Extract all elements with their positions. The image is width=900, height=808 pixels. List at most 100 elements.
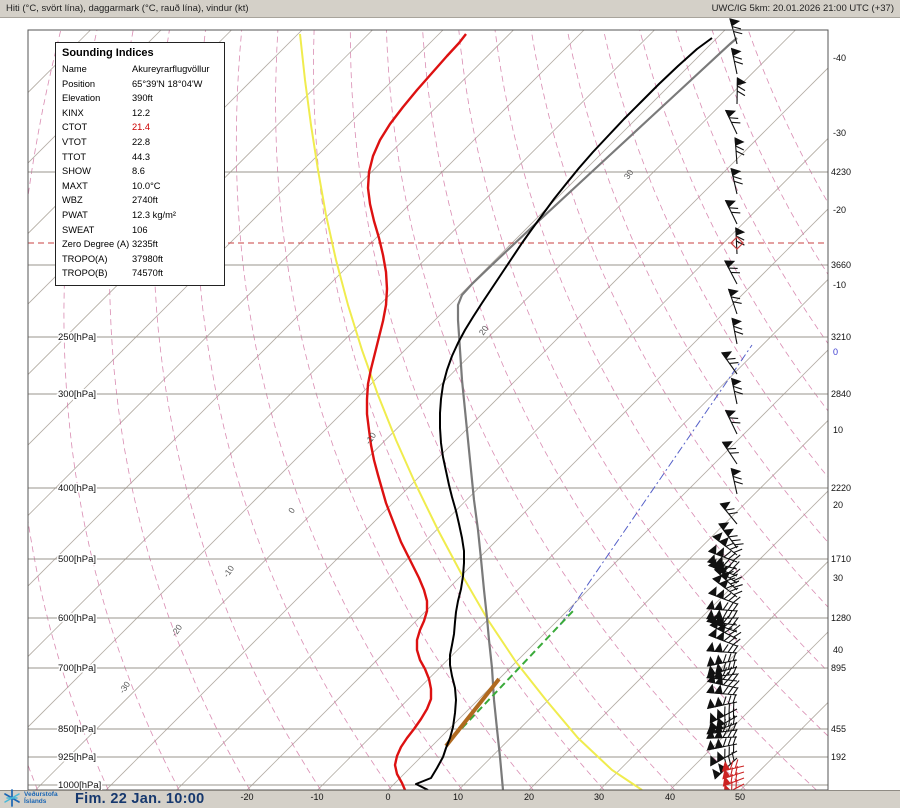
right-temp-label: -30	[833, 128, 846, 138]
wind-barb	[730, 47, 744, 75]
pressure-axis-label: 1000[hPa]	[58, 780, 101, 791]
isotherm-line	[740, 701, 828, 790]
wind-barb	[706, 652, 738, 667]
temp-axis-label: 40	[664, 792, 676, 802]
index-name: PWAT	[62, 209, 88, 220]
dry-adiabat-line	[747, 30, 828, 204]
wind-barb	[724, 409, 741, 435]
index-value: Akureyrarflugvöllur	[132, 64, 210, 74]
isotherm-line	[105, 67, 828, 790]
wind-barb	[724, 109, 741, 135]
isotherm-line	[246, 208, 828, 790]
temp-axis-label: 30	[593, 792, 605, 802]
pressure-axis-label: 250[hPa]	[58, 332, 96, 343]
index-name: MAXT	[62, 180, 88, 191]
wind-barb	[730, 377, 744, 405]
right-temp-label: -20	[833, 205, 846, 215]
bottom-bar: -20 -10 0 10 20 30 40 50 Veðurstofa Íslands Fim…	[0, 789, 900, 808]
reference-yellow-curve	[299, 33, 643, 790]
wind-barb	[724, 199, 741, 225]
isotherm-line	[28, 30, 162, 164]
indices-row: SHOW 8.6	[56, 164, 224, 179]
tropopause-marker	[730, 236, 744, 250]
index-name: WBZ	[62, 195, 83, 206]
wind-barb	[712, 574, 743, 598]
top-header-bar: Hiti (°C, svört lína), daggarmark (°C, r…	[0, 0, 900, 18]
index-name: Zero Degree (A)	[62, 239, 130, 250]
right-temp-label: -10	[833, 280, 846, 290]
index-name: SWEAT	[62, 224, 95, 235]
wind-barb	[729, 18, 743, 45]
isotherm-line	[669, 631, 828, 790]
temp-axis-label: -20	[240, 792, 254, 802]
dry-adiabat-line	[386, 30, 746, 790]
index-value: 65°39'N 18°04'W	[132, 78, 203, 89]
indices-row: SWEAT 106	[56, 223, 224, 238]
right-temp-label: 10	[833, 425, 843, 435]
pressure-axis-label: 700[hPa]	[58, 663, 96, 674]
snowflake-logo-icon	[4, 789, 20, 807]
indices-row: KINX 12.2	[56, 106, 224, 121]
grid-line-label: 20	[477, 323, 491, 337]
dry-adiabat-line	[28, 30, 109, 790]
wind-barb	[707, 544, 741, 563]
valid-time-label: Fim. 22 Jan. 10:00	[75, 791, 205, 807]
wind-barb	[712, 532, 743, 556]
index-name: KINX	[62, 107, 84, 118]
indices-title: Sounding Indices	[62, 47, 154, 59]
temp-axis-label: 0	[385, 792, 391, 802]
logo-line2: Íslands	[24, 798, 47, 805]
isotherm-line	[176, 137, 828, 790]
temp-axis-label: -10	[310, 792, 324, 802]
wind-barb	[735, 227, 746, 255]
index-name: TTOT	[62, 151, 87, 162]
wind-barb	[722, 772, 745, 787]
isotherm-line	[528, 490, 828, 790]
dry-adiabat-line	[422, 30, 817, 790]
pressure-axis-label: 850[hPa]	[58, 724, 96, 735]
dry-adiabat-line	[639, 30, 828, 412]
wind-barb	[706, 694, 738, 710]
wind-barb	[721, 759, 745, 772]
indices-row: Position 65°39'N 18°04'W	[56, 77, 224, 92]
index-value: 10.0°C	[132, 180, 161, 191]
isotherm-line	[28, 30, 585, 587]
isotherm-line	[28, 30, 726, 728]
height-label: 455	[831, 724, 846, 734]
wind-barb	[730, 167, 743, 195]
pressure-axis-label: 925[hPa]	[58, 752, 96, 763]
index-name: TROPO(A)	[62, 253, 108, 264]
index-name: SHOW	[62, 166, 91, 177]
grid-line-label: -10	[221, 563, 236, 579]
height-label: 895	[831, 663, 846, 673]
wind-barb	[707, 628, 741, 647]
isotherm-line	[28, 30, 514, 517]
wind-barb	[718, 522, 744, 549]
temperature-curve	[415, 37, 713, 790]
grid-line-label: 30	[622, 167, 636, 181]
height-label: 1280	[831, 613, 851, 623]
pressure-axis-label: 500[hPa]	[58, 554, 96, 565]
right-temp-label: 0	[833, 347, 838, 357]
header-model-run-label: UWC/IG 5km: 20.01.2026 21:00 UTC (+37)	[711, 3, 894, 14]
isotherm-line	[387, 349, 828, 790]
dewpoint-curve	[365, 33, 467, 790]
isotherm-line	[35, 30, 796, 790]
index-value: 74570ft	[132, 268, 164, 279]
height-label: 2220	[831, 483, 851, 493]
wind-barb	[734, 137, 745, 165]
indices-row: MAXT 10.0°C	[56, 179, 224, 194]
index-value: 8.6	[132, 166, 145, 177]
wind-barb	[727, 288, 742, 315]
dry-adiabat-line	[458, 30, 828, 737]
wind-barb	[730, 467, 743, 495]
index-value: 22.8	[132, 136, 151, 147]
wind-barb	[707, 586, 741, 605]
right-temp-label: -40	[833, 53, 846, 63]
grid-line-label: 0	[286, 505, 297, 515]
indices-row: TROPO(A) 37980ft	[56, 252, 224, 267]
height-label: 2840	[831, 389, 851, 399]
height-label: 3210	[831, 332, 851, 342]
wind-barb	[720, 351, 739, 375]
index-value: 390ft	[132, 93, 153, 104]
